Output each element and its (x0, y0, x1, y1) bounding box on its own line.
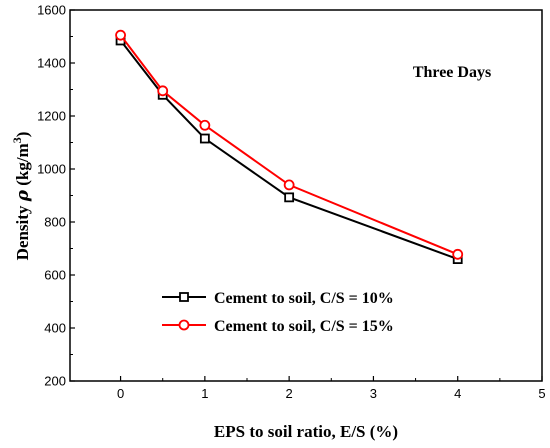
data-point (157, 85, 169, 97)
y-axis-title-sup: 3 (10, 137, 24, 143)
data-point (452, 248, 464, 260)
y-tick-label: 1600 (37, 3, 66, 18)
series-2 (115, 29, 464, 260)
y-axis-title-close: ) (13, 132, 32, 138)
legend-label: Cement to soil, C/S = 15% (214, 318, 394, 335)
x-tick-label: 5 (538, 386, 545, 401)
y-tick-label: 1000 (37, 162, 66, 177)
data-point (284, 192, 295, 203)
data-point (199, 133, 210, 144)
x-tick-label: 3 (370, 386, 377, 401)
legend-entry: Cement to soil, C/S = 15% (162, 318, 394, 335)
x-axis-title: EPS to soil ratio, E/S (%) (214, 422, 398, 441)
series-layer (115, 29, 464, 265)
legend-marker (179, 292, 189, 302)
axis-ticks: 0 1 2 3 4 5 200 400 600 800 1000 1200 1400 1600 (37, 3, 546, 402)
legend: Cement to soil, C/S = 10% Cement to soil,… (162, 290, 394, 335)
y-axis-title: Density ρ (kg/m3) (10, 132, 33, 261)
annotation-three-days: Three Days (413, 64, 491, 81)
y-tick-label: 400 (44, 321, 66, 336)
data-point (199, 119, 211, 131)
y-axis-title-prefix: Density (13, 201, 32, 260)
legend-label: Cement to soil, C/S = 10% (214, 290, 394, 307)
y-tick-label: 800 (44, 215, 66, 230)
x-tick-label: 1 (201, 386, 208, 401)
x-tick-label: 4 (454, 386, 461, 401)
data-point (115, 29, 126, 41)
y-tick-label: 200 (44, 374, 66, 389)
y-tick-label: 600 (44, 268, 66, 283)
y-tick-label: 1400 (37, 56, 66, 71)
y-axis-title-unit: (kg/m (13, 143, 32, 190)
legend-marker (178, 319, 190, 331)
y-tick-label: 1200 (37, 109, 66, 124)
data-point (283, 179, 295, 191)
legend-entry: Cement to soil, C/S = 10% (162, 290, 394, 307)
x-tick-label: 2 (286, 386, 293, 401)
y-axis-title-symbol: ρ (13, 189, 33, 202)
x-tick-label: 0 (117, 386, 124, 401)
